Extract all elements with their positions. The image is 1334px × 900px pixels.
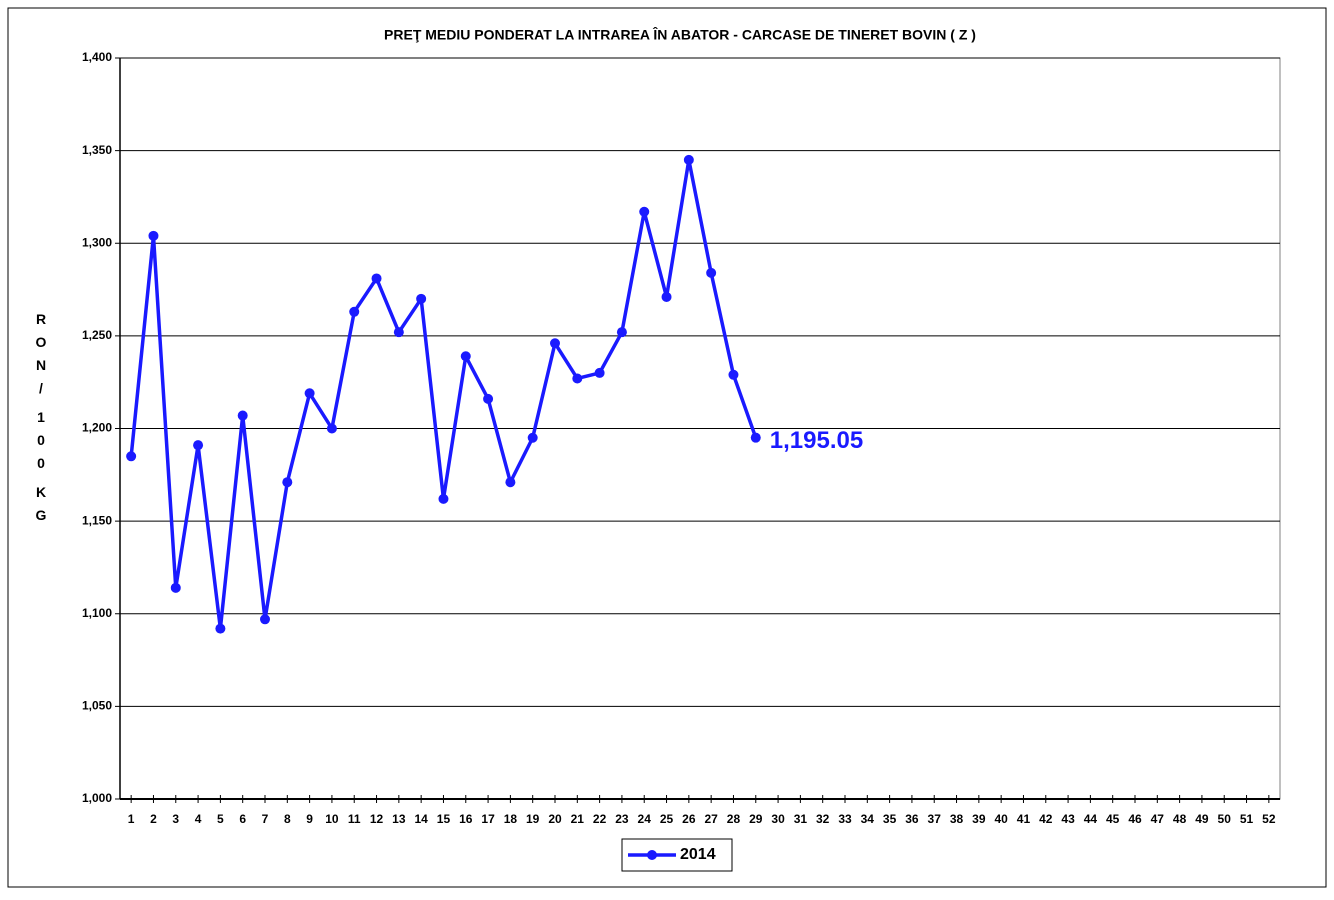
data-point [616, 327, 627, 338]
x-tick-label: 45 [1106, 812, 1120, 826]
y-tick-label: 1,350 [82, 143, 112, 157]
data-point [505, 477, 516, 488]
x-tick-label: 15 [437, 812, 451, 826]
x-tick-label: 23 [615, 812, 629, 826]
x-tick-label: 8 [284, 812, 291, 826]
x-tick-label: 20 [548, 812, 562, 826]
x-tick-label: 35 [883, 812, 897, 826]
x-tick-label: 32 [816, 812, 830, 826]
data-point [282, 477, 293, 488]
x-tick-label: 39 [972, 812, 986, 826]
x-tick-label: 7 [262, 812, 269, 826]
x-tick-label: 46 [1128, 812, 1142, 826]
x-tick-label: 18 [504, 812, 518, 826]
x-tick-label: 1 [128, 812, 135, 826]
data-point [683, 154, 694, 165]
data-point [371, 273, 382, 284]
x-tick-label: 5 [217, 812, 224, 826]
data-point [483, 393, 494, 404]
data-point [438, 493, 449, 504]
data-point [706, 267, 717, 278]
x-tick-label: 3 [172, 812, 179, 826]
chart-title: PREŢ MEDIU PONDERAT LA INTRAREA ÎN ABATO… [384, 26, 976, 43]
x-tick-label: 37 [928, 812, 942, 826]
data-point [260, 614, 270, 625]
data-point [193, 440, 204, 451]
x-tick-label: 29 [749, 812, 763, 826]
data-point [170, 582, 181, 593]
x-tick-label: 12 [370, 812, 384, 826]
data-point [126, 451, 137, 462]
legend-label: 2014 [680, 846, 716, 863]
x-tick-label: 41 [1017, 812, 1031, 826]
data-point [326, 423, 337, 434]
y-tick-label: 1,050 [82, 699, 112, 713]
data-point [728, 369, 739, 380]
x-tick-label: 22 [593, 812, 607, 826]
x-tick-label: 26 [682, 812, 696, 826]
data-point [304, 388, 315, 399]
data-label: 1,195.05 [770, 427, 863, 454]
data-point [661, 291, 672, 302]
data-point [594, 367, 605, 378]
data-point [237, 410, 248, 421]
x-tick-label: 9 [306, 812, 313, 826]
y-tick-label: 1,400 [82, 50, 112, 64]
x-tick-label: 24 [638, 812, 652, 826]
x-tick-label: 11 [348, 812, 361, 826]
y-tick-label: 1,150 [82, 513, 112, 527]
x-tick-label: 19 [526, 812, 540, 826]
x-tick-label: 40 [994, 812, 1008, 826]
y-axis-label: R O N/1 0 0 K G [36, 311, 47, 523]
x-tick-label: 2 [150, 812, 157, 826]
x-tick-label: 13 [392, 812, 406, 826]
x-tick-label: 27 [704, 812, 718, 826]
data-point [416, 293, 427, 304]
x-tick-label: 50 [1218, 812, 1232, 826]
x-tick-label: 48 [1173, 812, 1187, 826]
data-point [750, 432, 761, 443]
y-tick-label: 1,100 [82, 606, 112, 620]
x-tick-label: 42 [1039, 812, 1053, 826]
data-point [550, 338, 560, 349]
data-point [460, 351, 471, 362]
x-tick-label: 10 [325, 812, 339, 826]
x-tick-label: 33 [838, 812, 852, 826]
data-point [572, 373, 583, 384]
x-tick-label: 36 [905, 812, 919, 826]
x-tick-label: 38 [950, 812, 964, 826]
x-tick-label: 44 [1084, 812, 1098, 826]
y-tick-label: 1,000 [82, 791, 112, 805]
x-tick-label: 43 [1061, 812, 1075, 826]
x-tick-label: 47 [1151, 812, 1165, 826]
x-tick-label: 16 [459, 812, 473, 826]
x-tick-label: 31 [794, 812, 808, 826]
x-tick-label: 14 [414, 812, 428, 826]
data-point [639, 206, 650, 217]
x-tick-label: 4 [195, 812, 202, 826]
y-tick-label: 1,250 [82, 328, 112, 342]
x-tick-label: 17 [481, 812, 495, 826]
x-tick-label: 51 [1240, 812, 1254, 826]
x-tick-label: 28 [727, 812, 741, 826]
x-tick-label: 30 [771, 812, 785, 826]
legend-marker [647, 850, 657, 860]
data-point [148, 230, 159, 241]
x-tick-label: 25 [660, 812, 674, 826]
x-tick-label: 21 [571, 812, 585, 826]
y-tick-label: 1,200 [82, 421, 112, 435]
data-point [215, 623, 226, 634]
x-tick-label: 6 [239, 812, 246, 826]
data-point [393, 327, 404, 338]
x-tick-label: 34 [861, 812, 875, 826]
x-tick-label: 49 [1195, 812, 1209, 826]
y-tick-label: 1,300 [82, 235, 112, 249]
data-point [527, 432, 538, 443]
data-point [349, 306, 360, 317]
x-tick-label: 52 [1262, 812, 1276, 826]
